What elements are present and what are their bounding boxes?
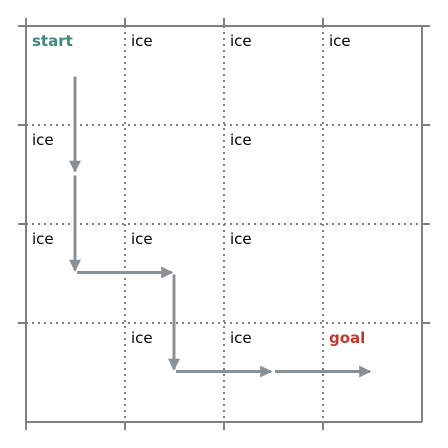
ice-label: ice	[32, 230, 54, 248]
ice-label: ice	[131, 329, 153, 347]
ice-label: ice	[230, 329, 252, 347]
ice-label: ice	[131, 230, 153, 248]
cell-labels: start ice ice ice ice ice ice ice ice ice ice goal	[32, 32, 365, 347]
grid-lines	[18, 18, 430, 430]
ice-label: ice	[32, 131, 54, 149]
ice-label: ice	[329, 32, 351, 50]
ice-label: ice	[131, 32, 153, 50]
ice-label: ice	[230, 131, 252, 149]
path-arrows	[69, 76, 372, 378]
ice-label: ice	[230, 230, 252, 248]
goal-label: goal	[329, 329, 365, 347]
start-label: start	[32, 32, 73, 50]
ice-label: ice	[230, 32, 252, 50]
